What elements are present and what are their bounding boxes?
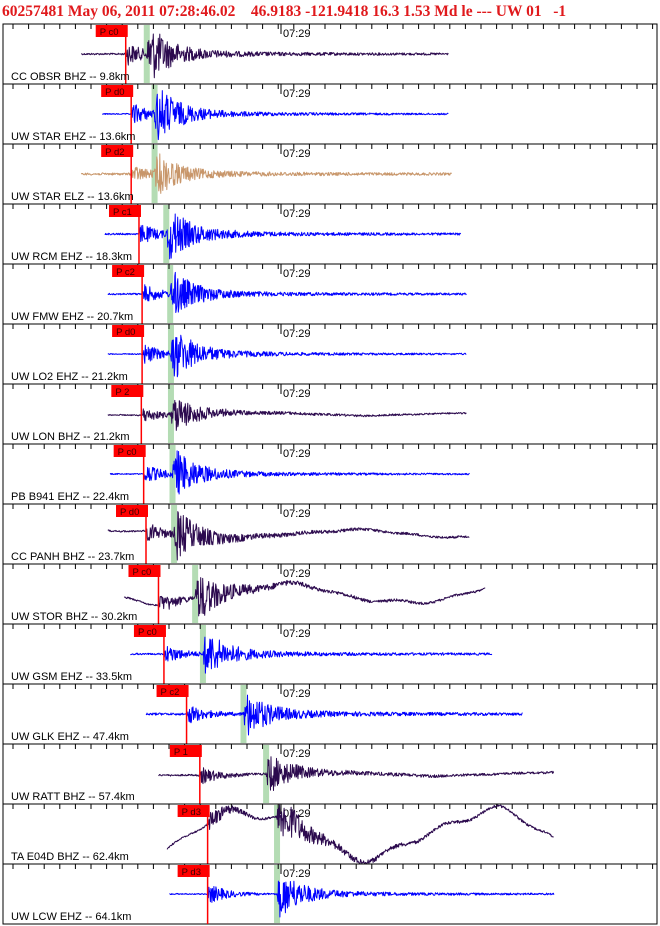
s-phase-band xyxy=(167,325,174,383)
station-label: UW RATT BHZ -- 57.4km xyxy=(11,791,135,803)
station-label: UW STOR BHZ -- 30.2km xyxy=(11,611,137,623)
station-label: UW GLK EHZ -- 47.4km xyxy=(11,731,129,743)
time-label: 07:29 xyxy=(283,88,311,100)
waveform-trace xyxy=(166,804,554,864)
station-label: CC PANH BHZ -- 23.7km xyxy=(11,551,134,563)
s-phase-band xyxy=(143,25,150,83)
s-phase-band xyxy=(274,805,281,863)
time-label: 07:29 xyxy=(283,28,311,40)
pick-box xyxy=(177,865,210,877)
time-label: 07:29 xyxy=(283,148,311,160)
time-label: 07:29 xyxy=(283,448,311,460)
pick-box xyxy=(169,745,202,757)
pick-box xyxy=(111,385,144,397)
pick-box xyxy=(156,685,189,697)
time-label: 07:29 xyxy=(283,388,311,400)
pick-box xyxy=(177,805,210,817)
waveform-trace xyxy=(104,213,462,260)
pick-label: P c0 xyxy=(132,567,151,578)
waveform-trace xyxy=(101,90,449,141)
waveform-trace xyxy=(80,153,453,194)
waveform-trace xyxy=(123,577,486,617)
pick-box xyxy=(133,625,166,637)
time-label: 07:29 xyxy=(283,808,311,820)
station-label: UW FMW EHZ -- 20.7km xyxy=(11,311,133,323)
time-label: 07:29 xyxy=(283,328,311,340)
pick-label: P 2 xyxy=(115,387,129,398)
waveform-trace xyxy=(169,880,555,918)
station-label: UW LO2 EHZ -- 21.2km xyxy=(11,371,128,383)
pick-box xyxy=(95,25,128,37)
pick-box xyxy=(128,565,161,577)
station-label: UW RCM EHZ -- 18.3km xyxy=(11,251,132,263)
pick-label: P d2 xyxy=(105,147,124,158)
waveform-trace xyxy=(109,450,470,495)
station-label: UW LCW EHZ -- 64.1km xyxy=(11,911,131,923)
waveform-trace xyxy=(107,399,467,431)
pick-label: P d0 xyxy=(116,327,135,338)
pick-label: P d0 xyxy=(120,507,139,518)
station-label: UW STAR ELZ -- 13.6km xyxy=(11,191,134,203)
station-label: UW LON BHZ -- 21.2km xyxy=(11,431,130,443)
pick-label: P d3 xyxy=(182,867,201,878)
station-label: UW STAR EHZ -- 13.6km xyxy=(11,131,135,143)
pick-label: P c2 xyxy=(116,267,135,278)
waveform-trace xyxy=(130,636,493,674)
pick-label: P d3 xyxy=(182,807,201,818)
pick-label: P c1 xyxy=(113,207,132,218)
station-label: TA E04D BHZ -- 62.4km xyxy=(11,851,129,863)
event-header: 60257481 May 06, 2011 07:28:46.02 46.918… xyxy=(2,3,567,20)
pick-label: P c2 xyxy=(161,687,180,698)
waveform-trace xyxy=(80,33,449,79)
time-label: 07:29 xyxy=(283,568,311,580)
pick-box xyxy=(116,505,148,517)
s-phase-band xyxy=(151,145,158,203)
pick-box xyxy=(101,145,134,157)
waveform-trace xyxy=(107,334,467,378)
waveform-trace xyxy=(107,511,470,561)
time-label: 07:29 xyxy=(283,748,311,760)
station-label: UW GSM EHZ -- 33.5km xyxy=(11,671,132,683)
station-label: CC OBSR BHZ -- 9.8km xyxy=(11,71,130,83)
station-label: PB B941 EHZ -- 22.4km xyxy=(11,491,129,503)
panel-frame xyxy=(2,863,658,925)
time-label: 07:29 xyxy=(283,868,311,880)
time-label: 07:29 xyxy=(283,268,311,280)
pick-label: P d0 xyxy=(105,87,124,98)
waveform-trace xyxy=(107,271,467,313)
pick-label: P 1 xyxy=(174,747,188,758)
pick-label: P c0 xyxy=(138,627,157,638)
pick-box xyxy=(113,445,146,457)
pick-label: P c0 xyxy=(100,27,119,38)
time-label: 07:29 xyxy=(283,208,311,220)
time-label: 07:29 xyxy=(283,688,311,700)
pick-box xyxy=(112,265,145,277)
pick-box xyxy=(108,205,141,217)
pick-box xyxy=(101,85,134,97)
waveform-trace xyxy=(158,756,554,791)
pick-box xyxy=(112,325,145,337)
time-label: 07:29 xyxy=(283,628,311,640)
time-label: 07:29 xyxy=(283,508,311,520)
waveform-trace xyxy=(145,694,523,736)
pick-label: P c0 xyxy=(118,447,137,458)
